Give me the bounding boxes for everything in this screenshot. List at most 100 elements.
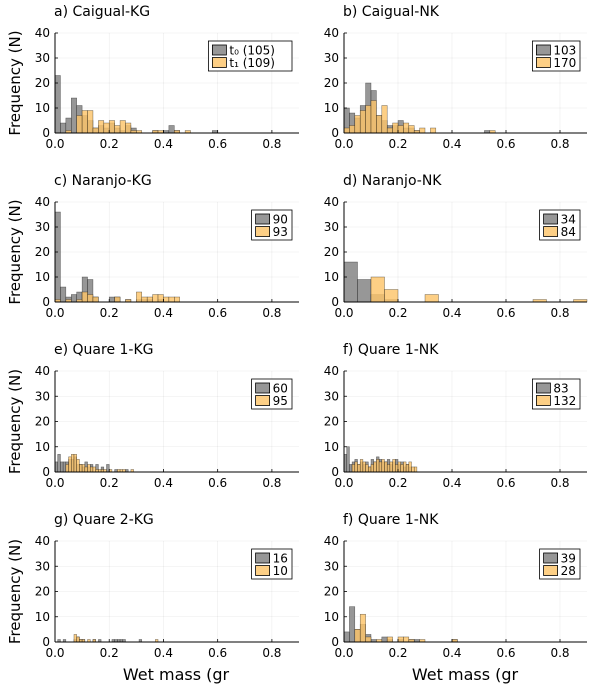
histogram-bar xyxy=(71,294,77,303)
histogram-bar xyxy=(79,464,83,473)
legend-swatch xyxy=(211,57,227,68)
histogram-bar xyxy=(397,125,404,134)
histogram-bar xyxy=(60,286,67,303)
histogram-bar xyxy=(87,294,94,303)
y-tick-label: 40 xyxy=(35,364,50,378)
histogram-bar xyxy=(87,110,94,134)
y-tick-label: 40 xyxy=(324,195,339,209)
x-tick-label: 0.6 xyxy=(208,646,227,660)
y-tick-label: 0 xyxy=(331,465,339,479)
histogram-bar xyxy=(92,296,99,303)
legend-swatch xyxy=(255,213,271,225)
histogram-bar xyxy=(343,127,350,134)
x-tick-label: 0.2 xyxy=(100,137,119,151)
y-tick-label: 30 xyxy=(324,51,339,65)
y-axis-label: Frequency (N) xyxy=(6,369,24,474)
histogram-bar xyxy=(384,289,399,303)
legend-label: 60 xyxy=(273,382,288,396)
x-tick-label: 0.8 xyxy=(550,137,569,151)
legend-swatch xyxy=(255,226,271,237)
histogram-bar xyxy=(405,464,410,473)
legend-swatch xyxy=(543,565,558,576)
x-tick-label: 0.8 xyxy=(262,137,281,151)
legend-label: 84 xyxy=(561,225,576,239)
panel-7: 0.0 0.2 0.4 0.6 0.8 0 10 20 30 40 g) Quare 2-KG Fre… xyxy=(6,512,299,660)
legend-label: 170 xyxy=(553,56,576,70)
legend-swatch xyxy=(255,382,271,394)
y-tick-label: 10 xyxy=(324,610,339,624)
histogram-bar xyxy=(403,636,410,643)
histogram-bar xyxy=(60,461,64,473)
histogram-bar xyxy=(397,461,401,473)
y-tick-label: 20 xyxy=(35,585,50,599)
histogram-bar xyxy=(354,115,361,134)
histogram-bar xyxy=(152,294,159,303)
histogram-bar xyxy=(84,466,88,473)
x-tick-label: 0.8 xyxy=(550,306,569,320)
x-tick-label: 0.0 xyxy=(334,306,353,320)
y-tick-label: 10 xyxy=(324,101,339,115)
legend-label: t₁ (109) xyxy=(229,56,275,70)
histogram-bar xyxy=(370,100,377,134)
histogram-bar xyxy=(384,461,388,473)
panel-title: f) Quare 1-NK xyxy=(343,342,439,358)
y-tick-label: 30 xyxy=(35,220,50,234)
y-tick-label: 40 xyxy=(35,195,50,209)
panel-8: 0.0 0.2 0.4 0.6 0.8 0 10 20 30 40 f) Quare 1-NK 392… xyxy=(324,512,587,660)
legend-swatch xyxy=(543,552,558,564)
legend-swatch xyxy=(255,565,271,576)
y-tick-label: 10 xyxy=(35,440,50,454)
panel-6: 0.0 0.2 0.4 0.6 0.8 0 10 20 30 40 f) Quare 1-NK 831… xyxy=(324,342,587,490)
x-tick-label: 0.4 xyxy=(442,476,461,490)
x-tick-label: 0.4 xyxy=(154,137,173,151)
panel-title: g) Quare 2-KG xyxy=(54,512,154,528)
histogram-bar xyxy=(146,296,153,303)
histogram-bar xyxy=(365,464,369,473)
histogram-bar xyxy=(359,613,366,643)
legend: t₀ (105)t₁ (109) xyxy=(207,40,293,72)
legend-swatch xyxy=(255,552,271,564)
histogram-bar xyxy=(60,122,67,134)
panel-3: 0.0 0.2 0.4 0.6 0.8 0 10 20 30 40 c) Naranjo-KG Fre… xyxy=(6,173,299,320)
x-tick-label: 0.6 xyxy=(496,137,515,151)
x-tick-label: 0.0 xyxy=(334,137,353,151)
histogram-bar xyxy=(411,466,415,473)
histogram-bar xyxy=(87,464,91,473)
histogram-bar xyxy=(392,459,396,473)
histogram-bar xyxy=(54,211,61,303)
histogram-bar xyxy=(89,466,94,473)
x-tick-label: 0.2 xyxy=(388,476,407,490)
y-tick-label: 10 xyxy=(324,440,339,454)
histogram-bar xyxy=(408,125,415,134)
x-tick-label: 0.4 xyxy=(442,306,461,320)
panel-title: e) Quare 1-KG xyxy=(54,342,154,358)
histogram-bar xyxy=(408,461,412,473)
histogram-bar xyxy=(136,291,143,303)
legend-swatch xyxy=(536,44,551,56)
x-tick-label: 0.4 xyxy=(154,306,173,320)
histogram-bar xyxy=(346,446,350,473)
histogram-bar xyxy=(114,296,121,303)
y-tick-label: 30 xyxy=(324,389,339,403)
histogram-bar xyxy=(119,120,126,134)
histogram-bar xyxy=(343,261,358,303)
legend-label: 39 xyxy=(561,552,576,566)
legend-label: 16 xyxy=(273,552,288,566)
histogram-bar xyxy=(386,127,393,134)
histogram-bar xyxy=(73,634,77,643)
x-tick-label: 0.2 xyxy=(100,476,119,490)
y-tick-label: 10 xyxy=(35,610,50,624)
histogram-bar xyxy=(81,464,86,473)
histogram-bar xyxy=(106,464,110,473)
histogram-bar xyxy=(81,110,88,134)
histogram-bar xyxy=(92,466,96,473)
legend-swatch xyxy=(211,44,227,56)
histogram-bar xyxy=(157,294,164,303)
histogram-bar xyxy=(114,125,121,134)
y-tick-label: 30 xyxy=(35,389,50,403)
y-tick-label: 30 xyxy=(324,559,339,573)
histogram-bar xyxy=(430,127,437,134)
